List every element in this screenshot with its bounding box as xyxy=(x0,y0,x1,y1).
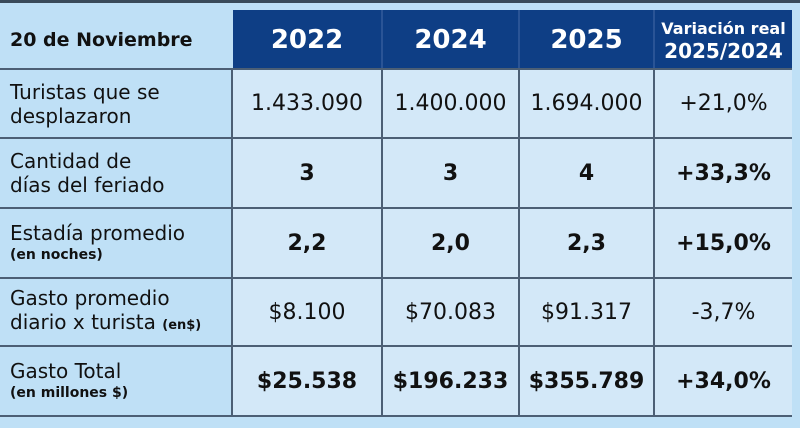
column-header-variation: Variación real 2025/2024 xyxy=(655,10,792,70)
corner-label: 20 de Noviembre xyxy=(0,10,233,70)
value-2022: 1.433.090 xyxy=(233,70,383,137)
table-row-tourists: Turistas que se desplazaron 1.433.090 1.… xyxy=(0,70,792,139)
row-label-unit: (en$) xyxy=(162,318,202,333)
value-variation: +33,3% xyxy=(655,139,792,207)
row-label-sub: (en noches) xyxy=(10,247,103,263)
row-label-line1: Gasto promedio xyxy=(10,286,170,310)
row-label-line2: diario x turista xyxy=(10,310,156,334)
value-2024: 2,0 xyxy=(383,209,520,277)
row-label: Estadía promedio (en noches) xyxy=(0,209,233,277)
table-row-daily-spend: Gasto promedio diario x turista (en$) $8… xyxy=(0,279,792,347)
value-2022: 3 xyxy=(233,139,383,207)
top-border xyxy=(0,0,800,3)
row-label-line1: Gasto Total xyxy=(10,359,122,383)
value-variation: +34,0% xyxy=(655,347,792,415)
header-row: 20 de Noviembre 2022 2024 2025 Variación… xyxy=(0,10,792,70)
value-2024: $196.233 xyxy=(383,347,520,415)
column-header-2024: 2024 xyxy=(383,10,520,70)
column-header-2022: 2022 xyxy=(233,10,383,70)
header-divider xyxy=(0,68,792,70)
table-row-holiday-days: Cantidad de días del feriado 3 3 4 +33,3… xyxy=(0,139,792,209)
value-variation: +21,0% xyxy=(655,70,792,137)
column-header-2025: 2025 xyxy=(520,10,655,70)
row-label-sub: (en millones $) xyxy=(10,385,129,401)
value-2024: 3 xyxy=(383,139,520,207)
row-label-line1: Estadía promedio xyxy=(10,221,186,245)
value-2025: 2,3 xyxy=(520,209,655,277)
variation-header-line1: Variación real xyxy=(661,19,786,38)
value-2022: 2,2 xyxy=(233,209,383,277)
value-2022: $8.100 xyxy=(233,279,383,345)
row-label-line2: días del feriado xyxy=(10,173,165,197)
variation-header-line2: 2025/2024 xyxy=(664,39,783,63)
value-2025: $91.317 xyxy=(520,279,655,345)
value-2025: $355.789 xyxy=(520,347,655,415)
value-2025: 4 xyxy=(520,139,655,207)
value-2022: $25.538 xyxy=(233,347,383,415)
value-2025: 1.694.000 xyxy=(520,70,655,137)
table-row-total-spend: Gasto Total (en millones $) $25.538 $196… xyxy=(0,347,792,417)
row-label: Turistas que se desplazaron xyxy=(0,70,233,137)
value-2024: $70.083 xyxy=(383,279,520,345)
table-row-avg-stay: Estadía promedio (en noches) 2,2 2,0 2,3… xyxy=(0,209,792,279)
row-label-line2: desplazaron xyxy=(10,103,132,128)
row-label: Gasto promedio diario x turista (en$) xyxy=(0,279,233,345)
value-variation: -3,7% xyxy=(655,279,792,345)
row-label-line1: Turistas que se xyxy=(10,79,160,104)
row-label-line1: Cantidad de xyxy=(10,149,132,173)
value-variation: +15,0% xyxy=(655,209,792,277)
row-label: Gasto Total (en millones $) xyxy=(0,347,233,415)
value-2024: 1.400.000 xyxy=(383,70,520,137)
row-label: Cantidad de días del feriado xyxy=(0,139,233,207)
